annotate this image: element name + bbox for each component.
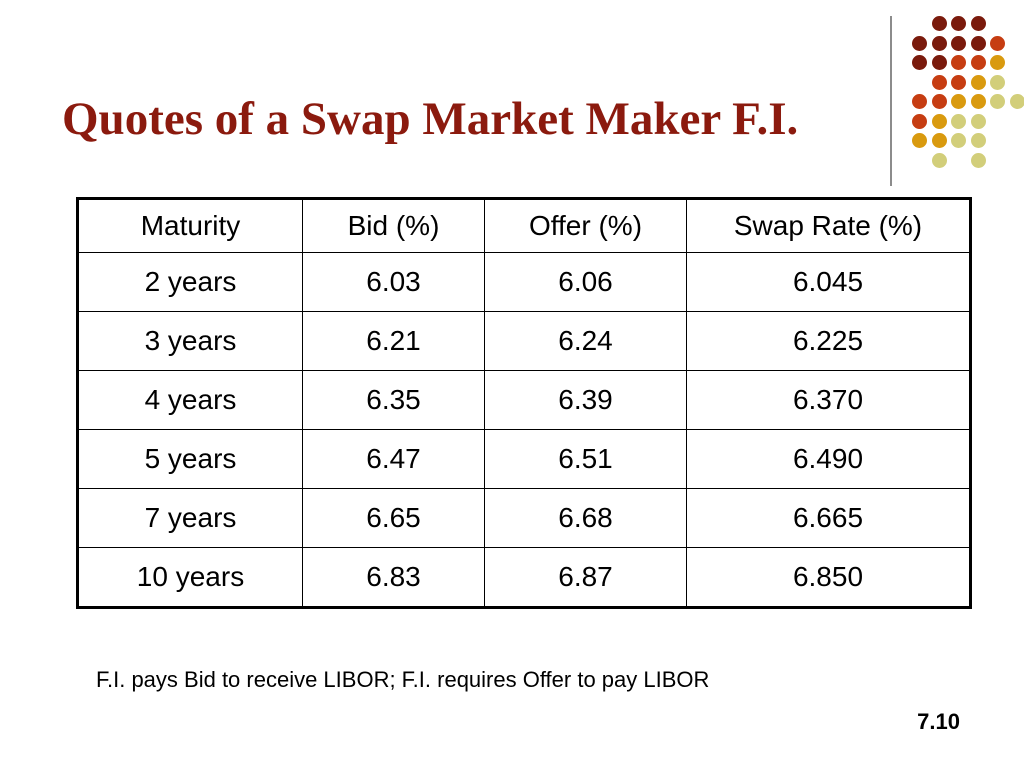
cell-swap-rate: 6.850	[686, 547, 971, 608]
decorative-dot	[931, 113, 947, 129]
decorative-dot	[912, 133, 927, 148]
decorative-dot	[912, 35, 927, 51]
header-offer: Offer (%)	[484, 198, 687, 253]
cell-bid: 6.03	[302, 252, 485, 312]
header-maturity: Maturity	[77, 198, 303, 253]
decorative-dot	[931, 55, 947, 70]
decorative-dot	[931, 152, 947, 168]
swap-quotes-table: Maturity Bid (%) Offer (%) Swap Rate (%)…	[76, 197, 972, 609]
decorative-dot	[990, 55, 1005, 70]
decorative-dot	[912, 94, 927, 109]
cell-offer: 6.24	[484, 311, 687, 371]
slide-title: Quotes of a Swap Market Maker F.I.	[62, 93, 799, 145]
table-row: 4 years 6.35 6.39 6.370	[77, 370, 971, 430]
decorative-dot	[970, 94, 986, 109]
table-row: 7 years 6.65 6.68 6.665	[77, 488, 971, 548]
divider-line	[890, 16, 892, 186]
decorative-dot	[951, 113, 966, 129]
decorative-dot	[951, 55, 966, 70]
cell-offer: 6.68	[484, 488, 687, 548]
table-header-row: Maturity Bid (%) Offer (%) Swap Rate (%)	[77, 198, 971, 253]
cell-maturity: 7 years	[77, 488, 303, 548]
decorative-dot	[951, 35, 966, 51]
decorative-dot	[970, 35, 986, 51]
cell-offer: 6.87	[484, 547, 687, 608]
decorative-dot	[951, 16, 966, 31]
cell-maturity: 5 years	[77, 429, 303, 489]
table-row: 3 years 6.21 6.24 6.225	[77, 311, 971, 371]
cell-maturity: 4 years	[77, 370, 303, 430]
decorative-dot	[1009, 94, 1024, 109]
decorative-dot	[951, 133, 966, 148]
cell-bid: 6.21	[302, 311, 485, 371]
decorative-dot	[931, 94, 947, 109]
decorative-dot	[912, 113, 927, 129]
table-row: 10 years 6.83 6.87 6.850	[77, 547, 971, 608]
header-swap-rate: Swap Rate (%)	[686, 198, 971, 253]
decorative-dot	[970, 16, 986, 31]
decorative-dot	[970, 152, 986, 168]
cell-swap-rate: 6.045	[686, 252, 971, 312]
cell-offer: 6.51	[484, 429, 687, 489]
decorative-dot	[931, 35, 947, 51]
decorative-dot	[970, 74, 986, 90]
decorative-dot	[931, 16, 947, 31]
decorative-dot	[970, 133, 986, 148]
decorative-dot	[990, 74, 1005, 90]
decorative-dot	[912, 55, 927, 70]
cell-offer: 6.39	[484, 370, 687, 430]
table-row: 2 years 6.03 6.06 6.045	[77, 252, 971, 312]
cell-maturity: 3 years	[77, 311, 303, 371]
cell-bid: 6.35	[302, 370, 485, 430]
decorative-dot	[931, 133, 947, 148]
cell-swap-rate: 6.225	[686, 311, 971, 371]
cell-maturity: 10 years	[77, 547, 303, 608]
cell-swap-rate: 6.665	[686, 488, 971, 548]
cell-swap-rate: 6.370	[686, 370, 971, 430]
decorative-dot	[990, 94, 1005, 109]
decorative-dot	[970, 55, 986, 70]
footnote-text: F.I. pays Bid to receive LIBOR; F.I. req…	[96, 667, 710, 692]
cell-offer: 6.06	[484, 252, 687, 312]
header-bid: Bid (%)	[302, 198, 485, 253]
page-number: 7.10	[917, 709, 960, 734]
decorative-dot	[951, 94, 966, 109]
cell-bid: 6.47	[302, 429, 485, 489]
cell-bid: 6.83	[302, 547, 485, 608]
decorative-dot	[931, 74, 947, 90]
decorative-dot	[970, 113, 986, 129]
cell-maturity: 2 years	[77, 252, 303, 312]
decorative-dot	[951, 74, 966, 90]
decorative-dot	[990, 35, 1005, 51]
table-row: 5 years 6.47 6.51 6.490	[77, 429, 971, 489]
cell-bid: 6.65	[302, 488, 485, 548]
cell-swap-rate: 6.490	[686, 429, 971, 489]
